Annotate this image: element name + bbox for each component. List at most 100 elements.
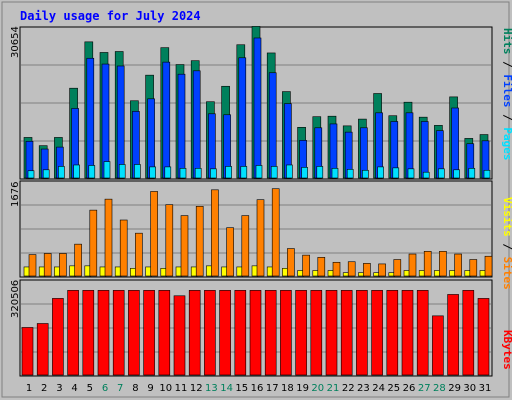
bar-kbytes	[234, 290, 247, 376]
bar-pages	[468, 168, 476, 179]
legend-kbytes-wrap: KBytes	[501, 330, 512, 370]
bar-sites	[74, 243, 82, 277]
bar-pages	[255, 165, 263, 179]
bar-kbytes	[67, 290, 79, 376]
bar-kbytes	[310, 290, 323, 376]
bar-sites	[256, 199, 265, 277]
bar-pages	[286, 164, 293, 179]
bar-sites	[59, 253, 67, 277]
day-label: 15	[235, 383, 248, 394]
bar-kbytes	[52, 298, 64, 376]
bar-pages	[118, 164, 126, 179]
bar-pages	[316, 166, 324, 179]
bar-kbytes	[143, 290, 155, 376]
bar-pages	[73, 164, 80, 179]
day-label: 19	[296, 383, 309, 394]
svg-text:Hits / Files / Pages: Hits / Files / Pages	[501, 28, 512, 161]
bar-pages	[88, 165, 96, 179]
day-label: 5	[87, 383, 93, 394]
bar-kbytes	[386, 290, 399, 376]
chart-title: Daily usage for July 2024	[20, 9, 201, 23]
bar-files	[192, 70, 201, 179]
legend-files: Files	[501, 74, 512, 107]
day-labels: 1 2 3 4 5 6 7 8 9 10 11 12 13 14 15 16 17 18 19 20 21 22 23 24 2…	[26, 383, 492, 394]
bar-sites	[135, 232, 143, 277]
bar-pages	[225, 166, 232, 179]
bar-pages	[422, 171, 430, 179]
day-label: 20	[311, 383, 324, 394]
day-label: 23	[357, 383, 370, 394]
y-tick-kbytes: 320506	[10, 280, 21, 318]
bar-pages	[103, 161, 111, 179]
bar-sites	[393, 259, 402, 277]
bar-files	[101, 63, 110, 179]
legend-hits: Hits	[501, 28, 512, 55]
bar-sites	[287, 248, 295, 277]
y-tick-visits: 1676	[10, 182, 21, 207]
kbytes-bars	[21, 290, 490, 376]
bar-pages	[453, 169, 460, 179]
legend-pages: Pages	[501, 127, 512, 160]
bar-pages	[407, 168, 415, 179]
bar-sites	[28, 254, 37, 277]
bar-sites	[423, 250, 432, 277]
bar-files	[405, 112, 414, 179]
bar-kbytes	[325, 290, 338, 376]
bar-sites	[302, 254, 310, 277]
legend-visits-sites: Visits / Sites	[501, 197, 512, 290]
bar-kbytes	[340, 290, 353, 376]
bar-pages	[301, 167, 308, 179]
bar-pages	[392, 167, 400, 179]
bar-kbytes	[158, 290, 171, 376]
day-label: 9	[147, 383, 153, 394]
day-label: 2	[41, 383, 47, 394]
bar-files	[208, 113, 216, 179]
bar-sites	[226, 227, 234, 277]
bar-kbytes	[36, 323, 49, 376]
visits-sites-bars	[23, 188, 493, 277]
bar-kbytes	[416, 290, 429, 376]
bar-kbytes	[401, 290, 414, 376]
day-label: 22	[342, 383, 355, 394]
bar-kbytes	[371, 290, 383, 376]
day-label: 10	[159, 383, 172, 394]
bar-pages	[270, 166, 278, 179]
day-label: 12	[190, 383, 203, 394]
bar-kbytes	[432, 315, 444, 376]
bar-kbytes	[447, 294, 459, 376]
bar-sites	[165, 204, 174, 277]
bar-pages	[346, 169, 354, 179]
bar-sites	[363, 263, 371, 277]
day-label: 21	[327, 383, 340, 394]
bar-sites	[408, 253, 417, 277]
bar-sites	[241, 215, 250, 277]
bar-sites	[317, 257, 326, 277]
bar-kbytes	[204, 290, 216, 376]
bar-kbytes	[477, 298, 490, 376]
bar-kbytes	[82, 290, 95, 376]
bar-sites	[119, 219, 128, 277]
bar-pages	[240, 166, 248, 179]
bar-pages	[58, 166, 65, 179]
day-label: 30	[463, 383, 476, 394]
day-label: 13	[205, 383, 218, 394]
day-label: 18	[281, 383, 294, 394]
bar-files	[86, 57, 95, 179]
bar-kbytes	[280, 290, 292, 376]
bar-files	[451, 107, 459, 179]
bar-pages	[42, 169, 50, 179]
bar-sites	[195, 205, 204, 277]
legend-hits-files-pages: Hits / Files / Pages	[501, 28, 512, 161]
bar-files	[116, 65, 125, 179]
bar-pages	[377, 166, 384, 179]
day-label: 14	[220, 383, 233, 394]
bar-sites	[484, 255, 493, 277]
bar-files	[162, 61, 171, 179]
legend-kbytes: KBytes	[501, 330, 512, 370]
bar-kbytes	[173, 295, 186, 376]
day-label: 24	[372, 383, 385, 394]
bar-kbytes	[264, 290, 277, 376]
day-label: 17	[266, 383, 279, 394]
day-label: 6	[102, 383, 108, 394]
